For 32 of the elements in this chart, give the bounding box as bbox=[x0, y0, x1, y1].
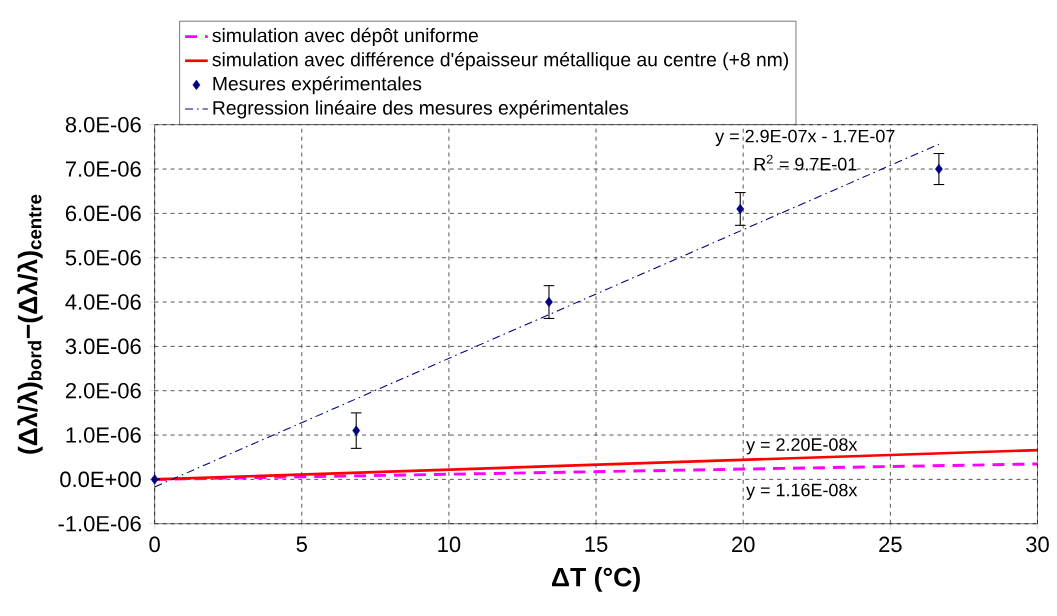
annotation: R$^{2}$ = 9.7E-01 bbox=[754, 154, 857, 171]
y-tick-label: 6.0E-06 bbox=[65, 205, 141, 222]
y-tick-label: -1.0E-06 bbox=[58, 516, 141, 532]
legend-label: Mesures expérimentales bbox=[213, 76, 422, 95]
x-tick-label: 30 bbox=[1026, 536, 1049, 553]
x-tick-label: 25 bbox=[879, 536, 902, 553]
y-tick-label: 8.0E-06 bbox=[65, 117, 141, 133]
y-tick-label: 3.0E-06 bbox=[65, 338, 141, 355]
x-tick-label: 0 bbox=[149, 536, 160, 553]
legend-label: simulation avec différence d'épaisseur métallique au centre (+8 nm) bbox=[212, 52, 789, 71]
annotation: y = 1.16E-08x bbox=[746, 483, 858, 501]
x-tick-label: 15 bbox=[585, 536, 608, 553]
legend-label: simulation avec dépôt uniforme bbox=[212, 28, 478, 47]
x-tick-label: 20 bbox=[732, 536, 755, 553]
x-tick-label: 5 bbox=[296, 536, 307, 553]
y-tick-label: 2.0E-06 bbox=[65, 383, 141, 399]
y-tick-label: 7.0E-06 bbox=[65, 161, 141, 178]
x-tick-label: 10 bbox=[438, 536, 461, 553]
annotation: y = 2.9E-07x - 1.7E-07 bbox=[715, 129, 895, 147]
point bbox=[545, 297, 553, 308]
y-tick-label: 1.0E-06 bbox=[66, 427, 141, 444]
point bbox=[935, 164, 943, 175]
y-tick-label: 4.0E-06 bbox=[65, 294, 141, 311]
point bbox=[150, 474, 159, 485]
annotation: y = 2.20E-08x bbox=[746, 438, 858, 455]
y-tick-label: 5.0E-06 bbox=[65, 250, 141, 266]
legend-label: Regression linéaire des mesures expérimentales bbox=[213, 100, 629, 119]
point bbox=[736, 204, 745, 215]
x-axis-title: ΔT (°C) bbox=[551, 567, 640, 593]
y-axis-title: (Δλ/λ)$_{bord}$−(Δλ/λ)$_{centre}$ bbox=[17, 194, 43, 455]
y-tick-label: 0.0E+00 bbox=[60, 471, 141, 488]
point bbox=[352, 425, 361, 436]
